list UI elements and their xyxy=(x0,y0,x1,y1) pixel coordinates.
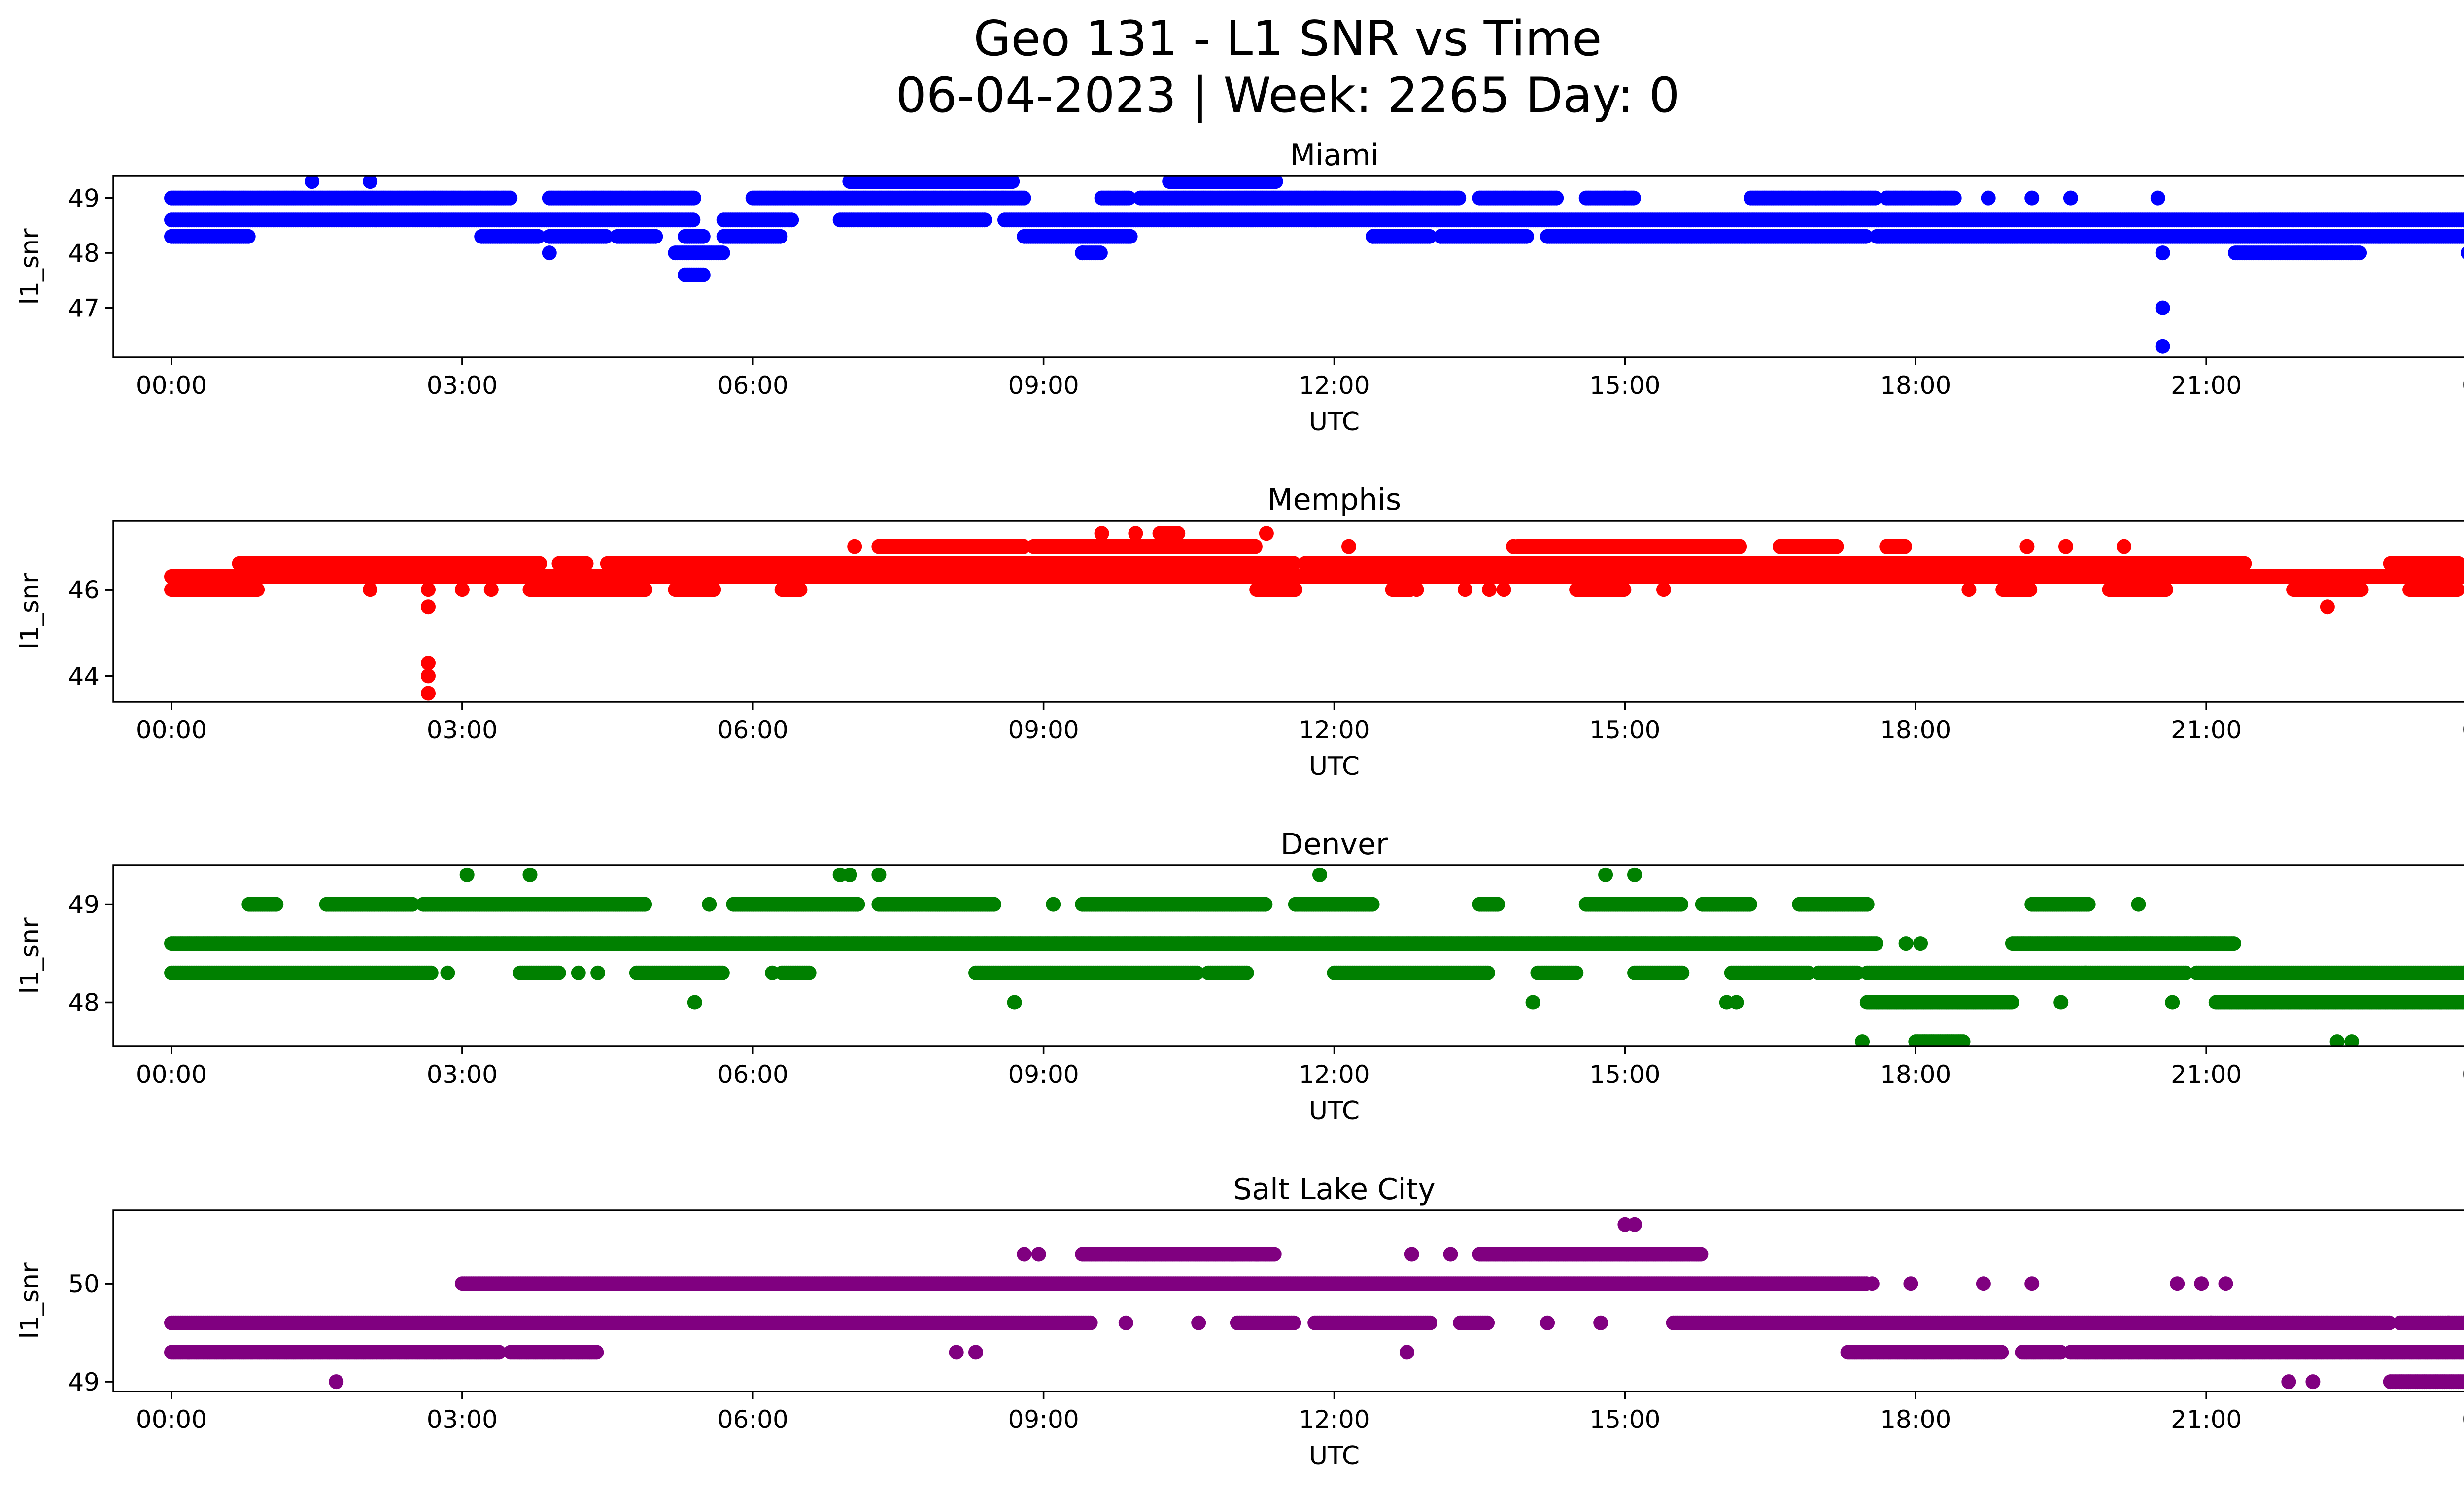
data-point xyxy=(2024,190,2040,206)
data-point xyxy=(2155,245,2170,261)
scatter-points xyxy=(164,176,2464,354)
data-point xyxy=(1519,229,1534,244)
data-point xyxy=(638,582,653,597)
data-point xyxy=(706,582,721,597)
data-point xyxy=(579,556,594,571)
y-tick-label: 49 xyxy=(68,184,100,213)
data-point xyxy=(2451,556,2464,571)
data-point xyxy=(1366,229,1381,244)
data-point xyxy=(1016,190,1031,206)
subplot-miami: Miami 00:00 03:00 06:00 09:00 12:00 15:00 18:00… xyxy=(15,138,2464,437)
figure-title-line1: Geo 131 - L1 SNR vs Time xyxy=(974,11,1602,67)
data-point xyxy=(695,229,711,244)
scatter-points xyxy=(164,526,2464,701)
point-band xyxy=(842,176,1283,189)
data-point xyxy=(1288,582,1303,597)
data-point xyxy=(1075,245,1090,261)
data-point xyxy=(1005,176,1020,189)
data-point xyxy=(250,582,265,597)
data-point xyxy=(1121,190,1136,206)
subplot-title: Memphis xyxy=(1267,483,1401,517)
y-tick-label: 48 xyxy=(68,239,100,268)
point-band xyxy=(164,582,2464,597)
y-axis-label: l1_snr xyxy=(15,228,45,305)
data-point xyxy=(1286,556,1301,571)
data-point xyxy=(530,229,546,244)
data-point xyxy=(1268,176,1283,189)
x-tick-label: 15:00 xyxy=(1589,371,1660,400)
data-point xyxy=(1617,190,1633,206)
point-band xyxy=(678,267,711,282)
data-point xyxy=(2460,570,2464,584)
data-point xyxy=(1247,539,1263,554)
data-point xyxy=(1093,245,1108,261)
data-point xyxy=(2022,582,2038,597)
data-point xyxy=(2461,230,2464,243)
data-point xyxy=(2462,572,2464,582)
point-band xyxy=(164,212,2464,228)
data-point xyxy=(363,176,378,189)
x-tick-label: 00:00 xyxy=(2462,371,2464,400)
data-point xyxy=(598,229,614,244)
data-point xyxy=(2150,190,2165,206)
x-tick-label: 09:00 xyxy=(1008,371,1079,400)
data-point xyxy=(2461,246,2464,259)
data-point xyxy=(503,190,518,206)
data-point xyxy=(2354,582,2369,597)
data-point xyxy=(977,212,992,228)
figure-title-line2: 06-04-2023 | Week: 2265 Day: 0 xyxy=(896,68,1680,124)
data-point xyxy=(2155,300,2170,315)
data-point xyxy=(2155,339,2170,354)
point-band xyxy=(232,556,2464,571)
data-point xyxy=(532,556,547,571)
x-axis-label: UTC xyxy=(1309,407,1360,437)
subplot-title: Miami xyxy=(1290,138,1378,173)
data-point xyxy=(1858,229,1874,244)
data-point xyxy=(648,229,663,244)
data-point xyxy=(2237,556,2252,571)
data-point xyxy=(1616,582,1632,597)
point-band xyxy=(668,245,2464,261)
data-point xyxy=(2450,582,2464,597)
data-point xyxy=(2158,582,2174,597)
x-tick-label: 06:00 xyxy=(718,371,788,400)
data-point xyxy=(305,176,320,189)
data-point xyxy=(1549,190,1564,206)
data-point xyxy=(715,245,730,261)
data-point xyxy=(1981,190,1996,206)
data-point xyxy=(2063,190,2078,206)
data-point xyxy=(1947,190,1962,206)
data-point xyxy=(1868,190,1882,206)
data-point xyxy=(2463,248,2464,257)
data-point xyxy=(2460,213,2464,227)
data-point xyxy=(792,582,808,597)
data-point xyxy=(2344,245,2360,261)
data-point xyxy=(695,267,711,282)
data-point xyxy=(686,190,701,206)
data-point xyxy=(1451,190,1467,206)
data-point xyxy=(542,245,557,261)
data-point xyxy=(240,229,256,244)
data-point xyxy=(1016,539,1031,554)
data-point xyxy=(1123,229,1138,244)
point-band xyxy=(164,229,2464,244)
x-tick-label: 03:00 xyxy=(427,371,498,400)
y-tick-label: 47 xyxy=(68,294,100,323)
point-band xyxy=(164,190,1962,206)
x-tick-label: 21:00 xyxy=(2171,371,2242,400)
data-point xyxy=(2463,215,2464,224)
x-tick-label: 12:00 xyxy=(1299,371,1369,400)
data-point xyxy=(685,212,701,228)
x-tick-label: 00:00 xyxy=(136,371,207,400)
data-point xyxy=(773,229,788,244)
point-band xyxy=(164,569,2464,584)
point-band xyxy=(871,539,1912,554)
data-point xyxy=(784,212,799,228)
data-point xyxy=(1422,229,1437,244)
x-tick-label: 18:00 xyxy=(1880,371,1951,400)
